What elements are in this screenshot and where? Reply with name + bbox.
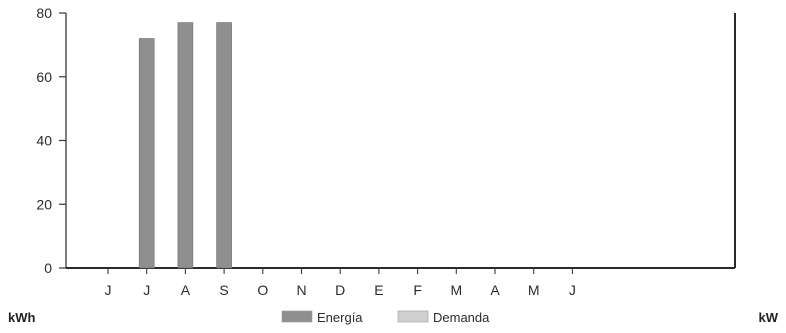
- bars-layer: [138, 22, 232, 269]
- bar-energia: [177, 22, 194, 269]
- y-tick-label: 0: [44, 260, 52, 276]
- x-tick-label: F: [413, 282, 422, 298]
- x-tick-label: N: [296, 282, 306, 298]
- x-tick-label: M: [528, 282, 540, 298]
- x-tick-label: A: [490, 282, 500, 298]
- bar-energia: [216, 22, 232, 269]
- x-tick-label: A: [181, 282, 191, 298]
- x-tick-label: S: [219, 282, 228, 298]
- legend-layer: Energía Demanda: [281, 310, 490, 325]
- left-axis-unit-label: kWh: [8, 310, 36, 325]
- y-tick-label: 40: [36, 133, 52, 149]
- x-tick-label: O: [257, 282, 268, 298]
- x-tick-label: J: [143, 282, 150, 298]
- x-tick-label: J: [569, 282, 576, 298]
- legend-swatch-energia: [281, 310, 313, 323]
- legend-label-demanda: Demanda: [433, 310, 490, 325]
- right-axis-unit-label: kW: [759, 310, 779, 325]
- x-tick-label: M: [450, 282, 462, 298]
- bar-energia: [138, 38, 155, 269]
- y-tick-label: 60: [36, 69, 52, 85]
- y-tick-label: 20: [36, 196, 52, 212]
- x-tick-label: D: [335, 282, 345, 298]
- x-tick-label: E: [374, 282, 383, 298]
- legend-swatch-demanda: [397, 310, 429, 323]
- y-tick-label: 80: [36, 5, 52, 21]
- x-tick-label: J: [105, 282, 112, 298]
- legend-label-energia: Energía: [317, 310, 363, 325]
- axes-layer: [59, 12, 736, 274]
